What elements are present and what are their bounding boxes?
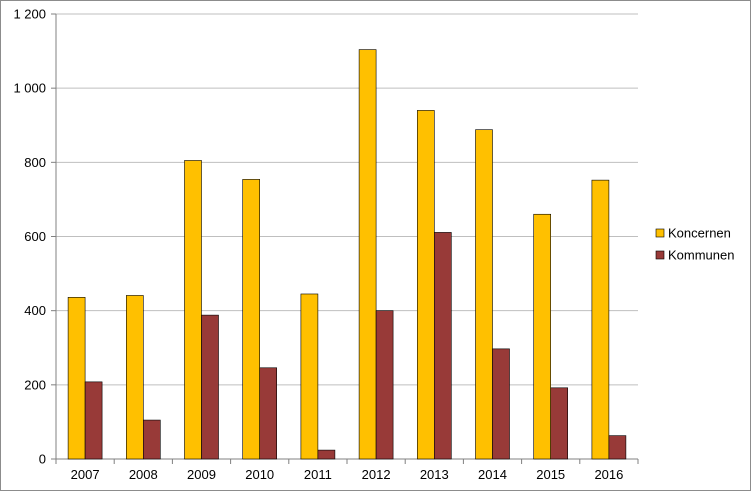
y-tick-label: 600 [24,229,46,244]
bar-koncernen-2008 [126,295,144,460]
legend-swatch-kommunen [655,250,665,260]
bar-kommunen-2009 [201,314,219,460]
y-tick-label: 1 000 [13,81,46,96]
bar-koncernen-2011 [300,293,319,460]
bar-koncernen-2016 [591,179,610,460]
bar-koncernen-2013 [416,110,435,460]
x-tick-label: 2016 [594,467,623,482]
bar-koncernen-2012 [358,49,377,460]
bar-koncernen-2010 [242,179,260,460]
x-tick-label: 2011 [304,467,332,482]
bar-koncernen-2009 [184,160,202,460]
bar-kommunen-2007 [84,381,103,460]
bar-koncernen-2007 [67,297,86,460]
y-tick-label: 400 [24,303,46,318]
legend-label-koncernen: Koncernen [668,226,731,241]
legend-label-kommunen: Kommunen [668,248,734,263]
bar-kommunen-2012 [375,310,394,460]
bar-kommunen-2014 [492,348,510,460]
y-tick-label: 800 [24,155,46,170]
bar-kommunen-2008 [143,419,161,460]
bars [67,49,627,460]
x-tick-label: 2008 [129,467,158,482]
bar-koncernen-2015 [533,213,552,460]
x-tick-label: 2009 [187,467,216,482]
bar-kommunen-2013 [433,232,452,460]
bar-kommunen-2011 [317,449,336,460]
y-tick-label: 0 [39,452,46,467]
legend-swatch-koncernen [655,228,665,238]
x-tick-label: 2007 [71,467,100,482]
x-tick-label: 2014 [478,467,507,482]
x-axis-ticks: 2007 2008 2009 2010 2011 2012 2013 2014 2015 2016 [71,467,624,482]
x-tick-label: 2015 [536,467,565,482]
bar-kommunen-2010 [259,367,278,460]
legend: Koncernen Kommunen [655,226,734,263]
bar-kommunen-2016 [608,435,627,460]
y-tick-label: 200 [24,377,46,392]
bar-koncernen-2014 [475,129,493,460]
y-axis-ticks: 0 200 400 600 800 1 000 1 200 [13,7,46,467]
y-tick-label: 1 200 [13,7,46,22]
x-tick-label: 2012 [362,467,391,482]
bar-kommunen-2015 [550,387,569,460]
x-tick-label: 2010 [245,467,274,482]
x-tick-label: 2013 [420,467,449,482]
